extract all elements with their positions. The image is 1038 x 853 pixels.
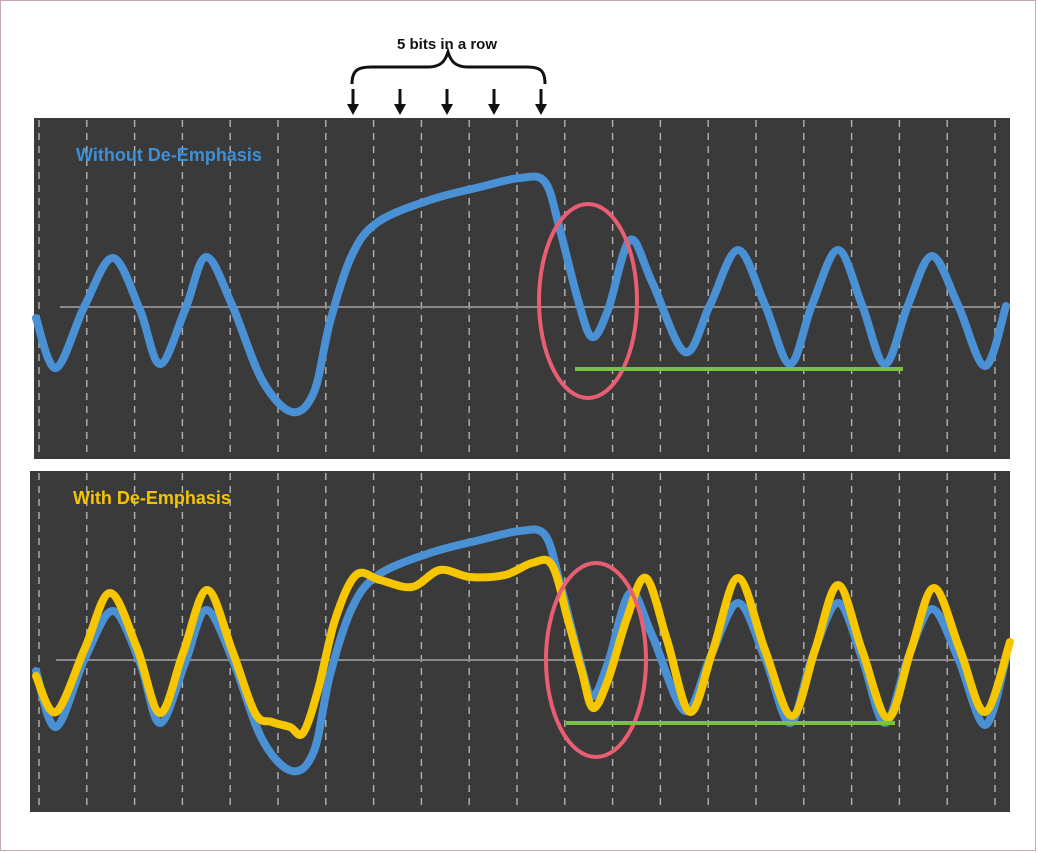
panel-without-de-emphasis: Without De-Emphasis	[32, 118, 1010, 459]
down-arrow-icon	[394, 89, 406, 115]
bit-gridlines	[38, 120, 996, 457]
bit-gridlines	[38, 473, 996, 810]
panel-with-de-emphasis: With De-Emphasis	[30, 471, 1014, 812]
bits-label: 5 bits in a row	[397, 36, 497, 53]
panel-background	[34, 118, 1010, 459]
bit-arrows	[347, 89, 547, 115]
bits-annotation: 5 bits in a row	[347, 36, 547, 115]
down-arrow-icon	[441, 89, 453, 115]
panel-title: Without De-Emphasis	[76, 145, 262, 165]
down-arrow-icon	[535, 89, 547, 115]
highlight-ellipse	[544, 561, 648, 759]
down-arrow-icon	[488, 89, 500, 115]
down-arrow-icon	[347, 89, 359, 115]
waveform-with-de-emphasis	[32, 555, 1014, 739]
brace-icon	[350, 46, 547, 85]
waveform-without-de-emphasis	[32, 172, 1010, 417]
panel-title: With De-Emphasis	[73, 488, 231, 508]
highlight-ellipse	[537, 202, 639, 400]
